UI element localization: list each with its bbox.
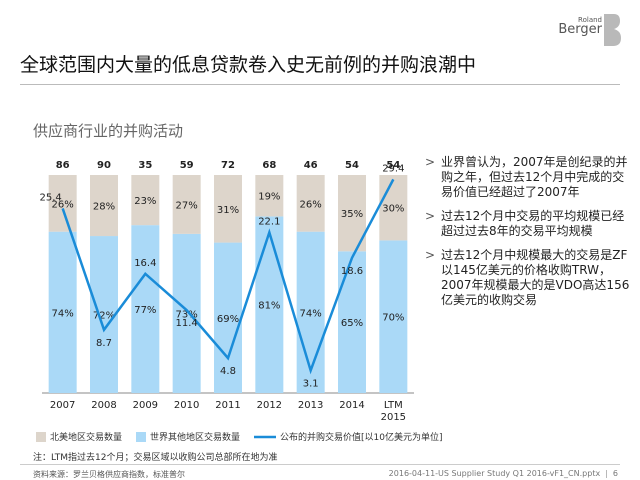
bullet: 过去12个月中交易的平均规模已经超过过去8年的交易平均规模 (425, 209, 630, 239)
bar-segment (255, 175, 284, 217)
line-label: 3.1 (303, 378, 319, 389)
bar-label: 74% (300, 308, 322, 319)
legend-label: 北美地区交易数量 (50, 433, 123, 443)
total-label: 54 (345, 160, 359, 171)
total-label: 68 (262, 160, 276, 171)
source: 资料来源：罗兰贝格供应商指数，标准普尔 (33, 470, 185, 479)
bar-label: 70% (382, 313, 404, 324)
bar-label: 77% (134, 305, 156, 316)
line-label: 16.4 (134, 258, 156, 269)
total-label: 86 (56, 160, 70, 171)
bar-segment (131, 225, 160, 393)
logo-mark (604, 14, 621, 46)
line-label: 29.4 (382, 163, 404, 174)
bar-segment (338, 251, 366, 393)
bar-segment (379, 240, 408, 393)
bullet: 业界曾认为，2007年是创纪录的并购之年，但过去12个月中完成的交易价值已经超过… (425, 155, 630, 200)
bar-label: 31% (217, 205, 239, 216)
line-label: 8.7 (96, 338, 112, 349)
line-series (61, 178, 395, 375)
file-name: 2016-04-11-US Supplier Study Q1 2016-vF1… (388, 469, 601, 478)
x-tick-label: LTM 2015 (380, 400, 407, 423)
bar-segment (296, 175, 325, 232)
total-label: 72 (221, 160, 235, 171)
line-label: 4.8 (220, 366, 236, 377)
bar-label: 81% (258, 301, 280, 312)
bar-segment (90, 175, 118, 237)
x-tick-label: 2007 (49, 400, 76, 411)
bar-segment (48, 231, 77, 393)
chart-title: 供应商行业的并购活动 (33, 122, 184, 140)
total-label: 35 (138, 160, 152, 171)
logo-line1: Roland (578, 16, 602, 24)
legend-swatch (136, 432, 146, 442)
bar-segment (48, 175, 77, 232)
legend-label: 公布的并购交易价值[以10亿美元为单位] (280, 433, 443, 443)
x-tick-label: 2011 (215, 400, 241, 411)
bar-segment (131, 175, 160, 226)
page-number: 6 (612, 469, 618, 478)
bar-label: 65% (341, 318, 363, 329)
bar-segment (214, 175, 242, 243)
bar-label: 23% (134, 196, 156, 207)
bar-label: 69% (217, 314, 239, 325)
x-tick-label: 2013 (297, 400, 324, 411)
x-tick-label: 2012 (256, 400, 283, 411)
legend-swatch (36, 432, 46, 442)
bar-label: 19% (258, 192, 280, 203)
slide-title: 全球范围内大量的低息贷款卷入史无前例的并购浪潮中 (20, 54, 477, 76)
rule (20, 464, 620, 465)
x-tick-label: 2010 (173, 400, 200, 411)
legend-label: 世界其他地区交易数量 (150, 433, 241, 443)
bullet: 过去12个月中规模最大的交易是ZF以145亿美元的价格收购TRW，2007年规模… (425, 248, 630, 308)
x-tick-label: 2014 (339, 400, 365, 411)
bar-label: 26% (300, 199, 322, 210)
line-label: 22.1 (258, 216, 280, 227)
bar-label: 35% (341, 209, 363, 220)
bar-segment (255, 216, 284, 393)
footer: 2016-04-11-US Supplier Study Q1 2016-vF1… (388, 469, 618, 478)
x-tick-label: 2008 (91, 400, 117, 411)
bar-segment (90, 236, 118, 393)
bar-segment (296, 231, 325, 393)
line-label: 18.6 (341, 266, 363, 277)
logo-line2: Berger (558, 22, 602, 37)
total-label: 90 (97, 160, 111, 171)
line-label: 11.4 (176, 318, 198, 329)
bar-segment (172, 233, 201, 393)
bar-label: 27% (176, 200, 198, 211)
line-label: 25.4 (40, 192, 62, 203)
total-label: 54 (386, 160, 400, 171)
logo: Roland Berger (558, 16, 602, 37)
bar-segment (172, 175, 201, 234)
x-tick-label: 2009 (132, 400, 159, 411)
note: 注：LTM指过去12个月；交易区域以收购公司总部所在地为准 (33, 453, 278, 463)
bar-label: 74% (52, 308, 74, 319)
rule (20, 84, 620, 85)
bar-label: 72% (93, 311, 115, 322)
bar-segment (214, 242, 242, 393)
total-label: 46 (304, 160, 318, 171)
bar-label: 73% (176, 309, 198, 320)
bar-label: 28% (93, 202, 115, 213)
total-label: 59 (180, 160, 194, 171)
bar-label: 30% (382, 204, 404, 215)
bar-label: 26% (52, 199, 74, 210)
bar-segment (379, 175, 408, 241)
bullet-list: 业界曾认为，2007年是创纪录的并购之年，但过去12个月中完成的交易价值已经超过… (425, 155, 630, 317)
